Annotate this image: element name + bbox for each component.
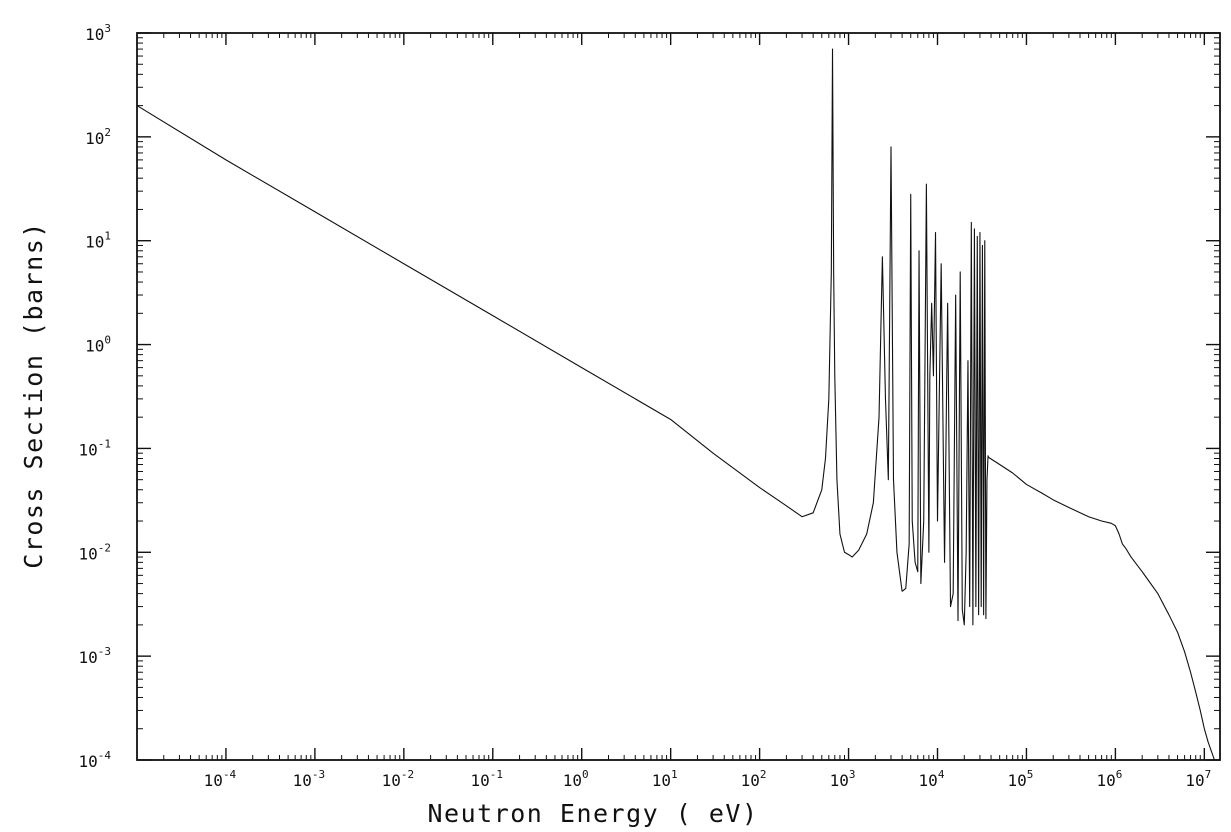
y-tick-label: 103 (85, 22, 111, 44)
y-tick-label: 100 (85, 334, 111, 356)
plot-frame (136, 32, 1221, 761)
x-tick-label: 104 (919, 768, 945, 790)
x-tick-label: 101 (652, 768, 678, 790)
x-tick-label: 10-3 (293, 768, 326, 790)
x-tick-label: 107 (1185, 768, 1211, 790)
x-tick-label: 103 (830, 768, 856, 790)
y-tick-label: 10-4 (78, 749, 111, 771)
y-tick-labels: 10-4 10-3 10-2 10-1 100 101 102 103 (78, 22, 111, 771)
cross-section-series-line-2 (901, 183, 990, 626)
x-tick-label: 100 (563, 768, 589, 790)
series-layer (136, 48, 1215, 761)
x-tick-label: 102 (741, 768, 767, 790)
cross-section-series-line-1 (136, 48, 903, 592)
minor-ticks (137, 33, 1220, 760)
x-tick-label: 10-1 (471, 768, 504, 790)
x-tick-label: 10-2 (382, 768, 415, 790)
y-axis-title: Cross Section (barns) (19, 221, 48, 569)
cross-section-series-line-3 (988, 456, 1215, 761)
y-tick-label: 102 (85, 126, 111, 148)
y-tick-label: 10-1 (78, 437, 111, 459)
x-tick-labels: 10-4 10-3 10-2 10-1 100 101 102 103 104 105 106 107 (204, 768, 1212, 790)
major-ticks (137, 32, 1220, 761)
y-tick-label: 101 (85, 230, 111, 252)
y-tick-label: 10-2 (78, 541, 111, 563)
x-axis-title: Neutron Energy ( eV) (427, 799, 758, 828)
x-tick-label: 105 (1008, 768, 1034, 790)
x-tick-label: 10-4 (204, 768, 237, 790)
x-tick-label: 106 (1096, 768, 1122, 790)
y-tick-label: 10-3 (78, 645, 111, 667)
